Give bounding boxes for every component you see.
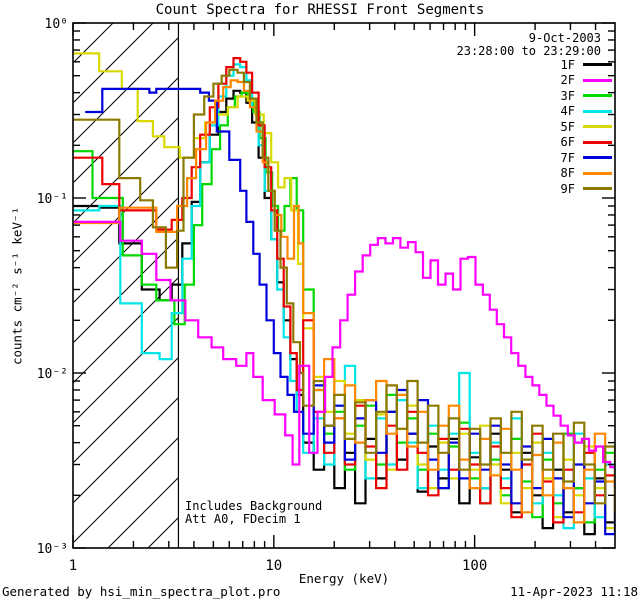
legend-item-5F: 5F <box>561 119 612 135</box>
legend-item-2F: 2F <box>561 73 612 89</box>
legend-label-3F: 3F <box>560 88 575 103</box>
series-path-9F <box>73 68 615 505</box>
x-tick-label-10: 10 <box>265 558 282 574</box>
legend-label-5F: 5F <box>560 119 575 134</box>
annotation-includes-background: Includes Background <box>185 499 323 513</box>
series-path-7F <box>85 87 615 536</box>
legend-swatch-2F <box>583 78 612 82</box>
series-path-8F <box>73 79 615 524</box>
legend-label-1F: 1F <box>560 57 575 72</box>
y-tick-label-3: 10⁻³ <box>37 542 68 557</box>
legend-label-6F: 6F <box>560 135 575 150</box>
x-tick-label-1: 1 <box>69 558 77 574</box>
plot-frame <box>72 22 616 549</box>
annotation-attenuator-state: Att A0, FDecim 1 <box>185 512 301 526</box>
y-tick-label-1: 10⁻¹ <box>37 192 68 207</box>
legend-swatch-5F <box>583 125 612 129</box>
legend-swatch-3F <box>583 94 612 98</box>
series-path-2F <box>73 220 615 470</box>
legend-label-2F: 2F <box>560 73 575 88</box>
legend-swatch-7F <box>583 156 612 160</box>
legend-label-9F: 9F <box>560 181 575 196</box>
x-tick-label-100: 100 <box>462 558 487 574</box>
series-path-6F <box>73 57 615 524</box>
detector-legend: 1F 2F 3F 4F 5F 6F 7F 8F 9F <box>561 57 612 197</box>
legend-swatch-9F <box>583 187 612 191</box>
y-axis-label: counts cm⁻² s⁻¹ keV⁻¹ <box>9 206 25 366</box>
axis-ticks <box>72 22 615 549</box>
observation-time-range: 23:28:00 to 23:29:00 <box>456 44 602 58</box>
legend-swatch-4F <box>583 109 612 113</box>
y-tick-label-2: 10⁻² <box>37 367 68 382</box>
legend-label-8F: 8F <box>560 166 575 181</box>
legend-swatch-6F <box>583 140 612 144</box>
legend-item-1F: 1F <box>561 57 612 73</box>
observation-date: 9-Oct-2003 <box>528 31 601 45</box>
legend-item-4F: 4F <box>561 104 612 120</box>
legend-label-4F: 4F <box>560 104 575 119</box>
legend-item-3F: 3F <box>561 88 612 104</box>
y-tick-label-0: 10⁰ <box>45 17 68 32</box>
chart-title: Count Spectra for RHESSI Front Segments <box>155 2 485 18</box>
series-group <box>73 52 615 536</box>
legend-item-9F: 9F <box>561 181 612 197</box>
legend-label-7F: 7F <box>560 150 575 165</box>
legend-swatch-8F <box>583 171 612 175</box>
legend-item-8F: 8F <box>561 166 612 182</box>
legend-item-7F: 7F <box>561 150 612 166</box>
footer-generator-credit: Generated by hsi_min_spectra_plot.pro <box>2 584 281 599</box>
legend-swatch-1F <box>583 63 612 67</box>
legend-item-6F: 6F <box>561 135 612 151</box>
footer-render-datetime: 11-Apr-2023 11:18 <box>510 584 638 599</box>
x-axis-label: Energy (keV) <box>298 571 390 586</box>
